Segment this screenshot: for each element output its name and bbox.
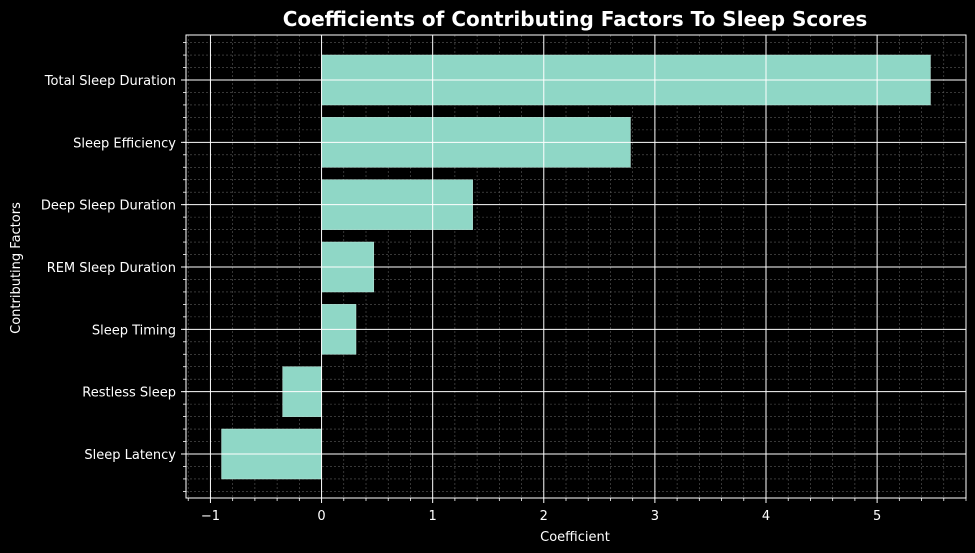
y-tick-label: REM Sleep Duration: [47, 261, 176, 276]
y-tick-label: Total Sleep Duration: [44, 74, 176, 89]
y-tick-label: Sleep Timing: [92, 323, 176, 338]
x-axis-label: Coefficient: [540, 530, 610, 545]
x-tick-label: 5: [873, 509, 881, 524]
x-tick-label: 0: [317, 509, 325, 524]
x-tick-label: −1: [201, 509, 220, 524]
ticks: −1 0 1 2 3 4 5 Total Sleep Duration Sleep Effici…: [41, 42, 967, 524]
y-tick-label: Sleep Efficiency: [73, 136, 176, 151]
y-axis-label: Contributing Factors: [9, 202, 24, 334]
minor-grid: [186, 35, 967, 498]
x-tick-label: 3: [651, 509, 659, 524]
major-grid: [186, 35, 966, 498]
x-tick-label: 2: [540, 509, 548, 524]
x-tick-label: 1: [429, 509, 437, 524]
y-tick-label: Sleep Latency: [84, 448, 176, 463]
y-tick-label: Restless Sleep: [82, 386, 176, 401]
y-tick-label: Deep Sleep Duration: [41, 199, 176, 214]
x-tick-label: 4: [762, 509, 770, 524]
chart-title: Coefficients of Contributing Factors To …: [283, 7, 868, 31]
